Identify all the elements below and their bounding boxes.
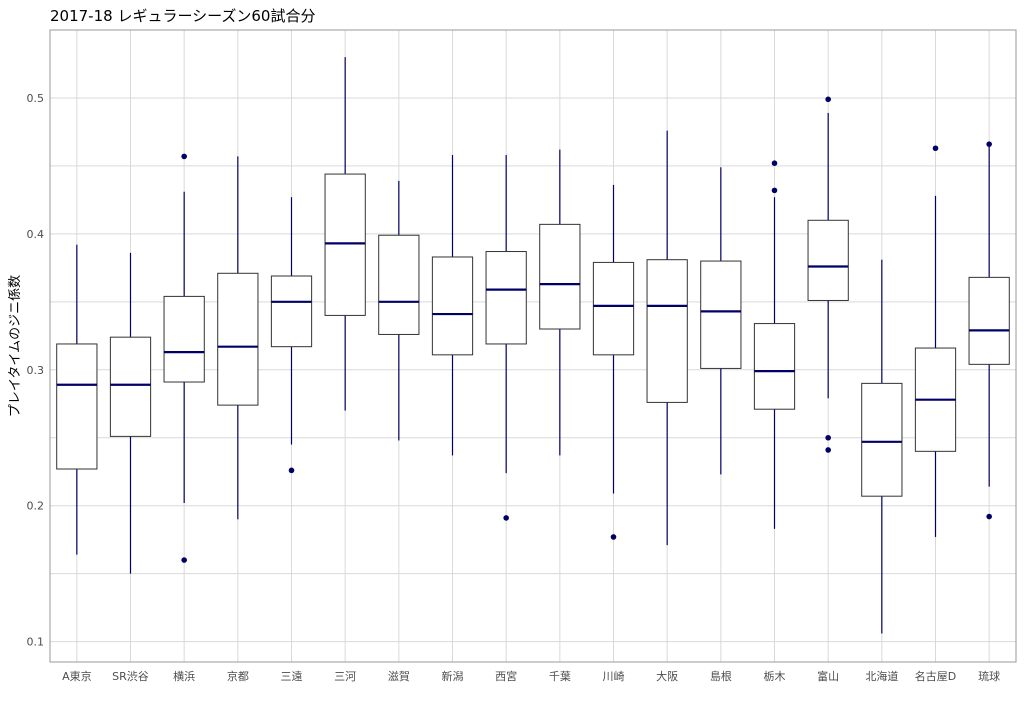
x-tick-label: 三河 bbox=[334, 670, 356, 683]
box-group bbox=[270, 197, 313, 474]
y-tick-label: 0.3 bbox=[27, 364, 45, 377]
box-outlier-point bbox=[825, 434, 831, 441]
box-group bbox=[592, 184, 635, 540]
box-outlier-point bbox=[181, 557, 187, 563]
x-tick-label: 三遠 bbox=[281, 670, 303, 683]
box-rect bbox=[270, 275, 313, 348]
box-group bbox=[163, 153, 205, 563]
box-group bbox=[378, 180, 420, 441]
box-outlier-point bbox=[825, 96, 831, 103]
box-outlier-point bbox=[825, 447, 831, 453]
box-rect bbox=[217, 272, 259, 406]
box-group bbox=[485, 155, 527, 521]
x-tick-label: 滋賀 bbox=[388, 670, 410, 683]
y-tick-label: 0.1 bbox=[27, 636, 45, 649]
x-tick-label: 川崎 bbox=[603, 669, 625, 683]
x-tick-label: 西宮 bbox=[495, 669, 517, 683]
x-tick-label: A東京 bbox=[62, 669, 92, 683]
x-tick-label: 富山 bbox=[817, 669, 839, 683]
box-group bbox=[807, 96, 849, 453]
y-tick-label: 0.2 bbox=[27, 500, 45, 513]
box-rect bbox=[646, 259, 688, 403]
y-tick-label: 0.5 bbox=[27, 92, 45, 105]
box-outlier-point bbox=[288, 467, 295, 474]
x-tick-label: 名古屋D bbox=[915, 669, 956, 683]
box-rect bbox=[485, 251, 527, 345]
box-outlier-point bbox=[771, 187, 778, 194]
tick-layer: 0.1 0.2 0.3 0.4 0.5 A東京 SR渋谷 横浜 京都 三遠 三河 滋賀 新潟 西宮 千葉 川崎… bbox=[27, 92, 1001, 683]
box-layer bbox=[56, 57, 1010, 634]
x-tick-label: 千葉 bbox=[549, 669, 571, 683]
box-rect bbox=[431, 256, 474, 356]
box-outlier-point bbox=[610, 534, 617, 540]
box-group bbox=[861, 259, 903, 634]
box-rect bbox=[109, 336, 152, 437]
box-rect bbox=[378, 234, 420, 335]
box-group bbox=[646, 130, 688, 546]
x-tick-label: 北海道 bbox=[865, 669, 898, 683]
box-outlier-point bbox=[771, 160, 778, 166]
y-axis-label: プレイタイムのジニ係数 bbox=[8, 275, 23, 417]
box-outlier-point bbox=[181, 153, 187, 160]
box-group bbox=[217, 156, 259, 520]
box-rect bbox=[324, 173, 366, 316]
box-outlier-point bbox=[986, 513, 992, 520]
box-rect bbox=[56, 343, 98, 470]
x-tick-label: SR渋谷 bbox=[112, 670, 149, 683]
box-rect bbox=[861, 382, 903, 497]
box-rect bbox=[968, 276, 1010, 365]
box-group bbox=[914, 145, 957, 537]
box-group bbox=[968, 141, 1010, 520]
chart-title: 2017-18 レギュラーシーズン60試合分 bbox=[50, 7, 315, 25]
box-group bbox=[753, 160, 796, 529]
box-rect bbox=[753, 323, 796, 410]
box-outlier-point bbox=[503, 515, 509, 521]
box-outlier-point bbox=[932, 145, 939, 152]
x-tick-label: 琉球 bbox=[978, 669, 1000, 683]
x-tick-label: 京都 bbox=[227, 669, 249, 683]
box-rect bbox=[700, 260, 742, 369]
box-rect bbox=[539, 223, 581, 330]
y-tick-label: 0.4 bbox=[27, 228, 45, 241]
box-group bbox=[431, 155, 474, 456]
box-rect bbox=[163, 295, 205, 383]
x-tick-label: 新潟 bbox=[442, 669, 464, 683]
box-rect bbox=[592, 261, 635, 356]
box-outlier-point bbox=[986, 141, 992, 147]
box-group bbox=[700, 167, 742, 475]
panel-border bbox=[49, 29, 1017, 663]
x-tick-label: 大阪 bbox=[656, 669, 678, 683]
box-group bbox=[539, 149, 581, 456]
box-group bbox=[324, 57, 366, 411]
x-tick-label: 栃木 bbox=[764, 669, 786, 683]
box-rect bbox=[807, 219, 849, 301]
x-tick-label: 島根 bbox=[710, 669, 732, 683]
x-tick-label: 横浜 bbox=[173, 669, 195, 683]
box-group bbox=[109, 252, 152, 574]
box-group bbox=[56, 244, 98, 555]
